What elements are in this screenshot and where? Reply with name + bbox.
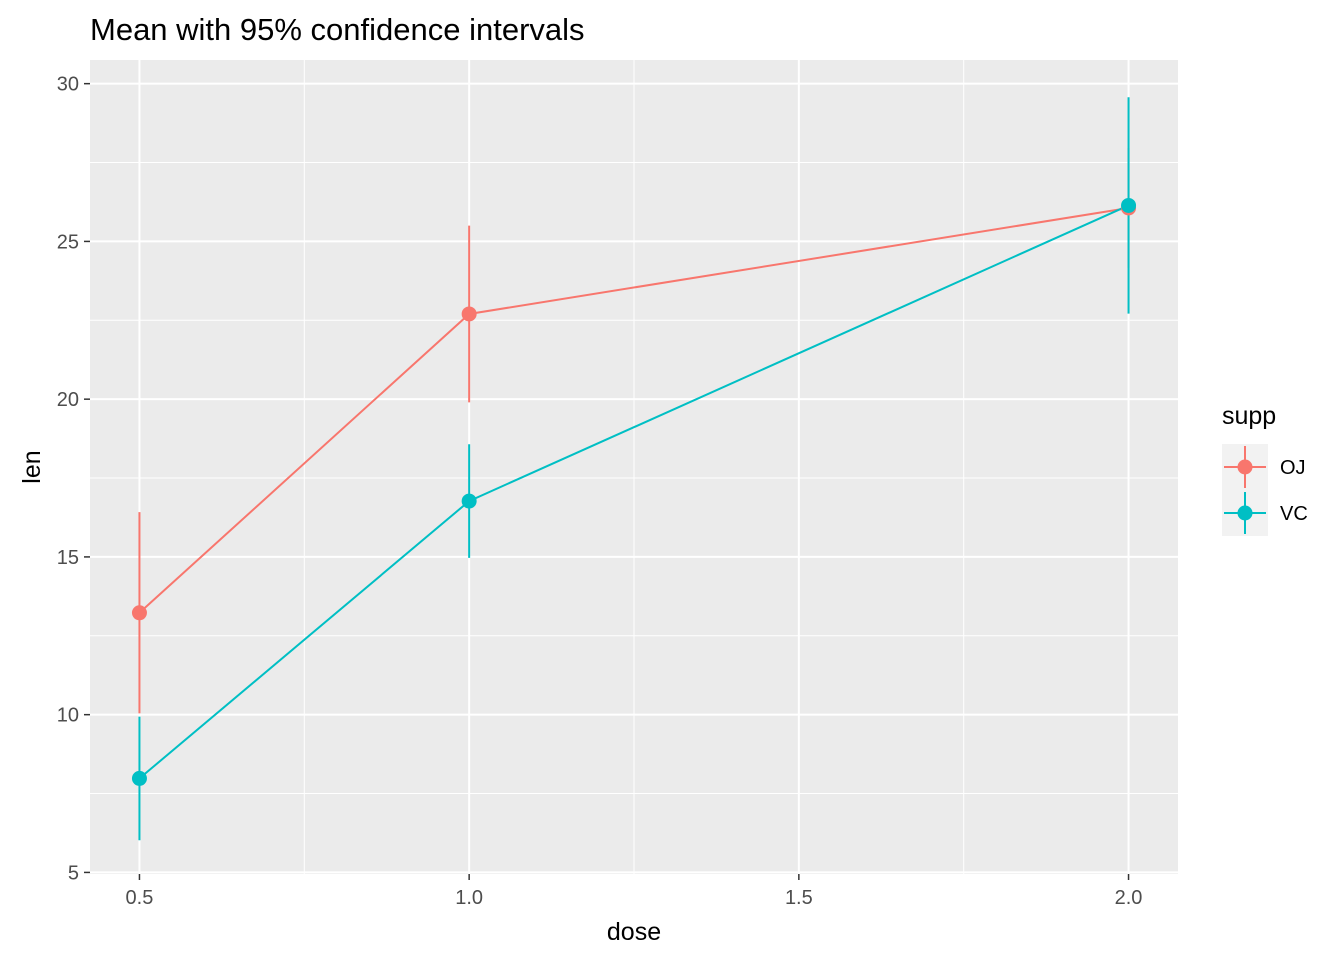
legend-label-oj: OJ xyxy=(1280,457,1306,479)
x-tick-label: 2.0 xyxy=(1115,887,1143,909)
y-tick-label: 25 xyxy=(57,231,79,253)
x-tick-label: 1.0 xyxy=(455,887,483,909)
y-tick-label: 5 xyxy=(68,862,79,884)
y-axis-title: len xyxy=(18,450,46,483)
data-point-oj xyxy=(461,306,477,322)
legend-label-vc: VC xyxy=(1280,503,1308,525)
chart-title: Mean with 95% confidence intervals xyxy=(90,12,585,47)
data-point-oj xyxy=(131,605,147,621)
legend-title: supp xyxy=(1222,402,1276,430)
x-tick-label: 1.5 xyxy=(785,887,813,909)
data-point-vc xyxy=(461,493,477,509)
data-point-vc xyxy=(131,770,147,786)
legend-key-point-vc xyxy=(1237,505,1253,521)
y-tick-label: 30 xyxy=(57,74,79,96)
y-tick-label: 20 xyxy=(57,389,79,411)
y-tick-label: 10 xyxy=(57,705,79,727)
legend-key-point-oj xyxy=(1237,459,1253,475)
x-tick-label: 0.5 xyxy=(126,887,154,909)
x-axis-title: dose xyxy=(607,918,661,946)
data-point-vc xyxy=(1121,197,1137,213)
y-tick-label: 15 xyxy=(57,547,79,569)
